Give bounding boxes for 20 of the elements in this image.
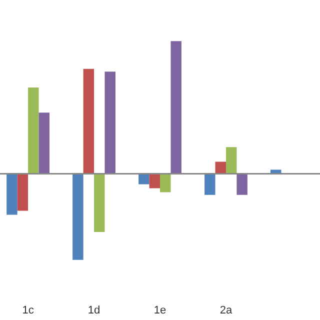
bar: [204, 174, 216, 195]
bar: [38, 112, 50, 174]
x-tick-label: 1d: [88, 304, 100, 316]
bar: [236, 174, 248, 195]
bar: [83, 68, 94, 174]
bar: [160, 174, 171, 192]
bar: [138, 174, 150, 184]
bar: [6, 174, 18, 215]
bar: [17, 174, 28, 211]
x-tick-label: 1e: [154, 304, 166, 316]
bar: [28, 87, 39, 174]
bar: [226, 147, 237, 174]
bar: [149, 174, 160, 188]
bar: [170, 41, 182, 174]
x-tick-label: 2a: [220, 304, 233, 316]
bar: [94, 174, 105, 232]
x-tick-label: 1c: [22, 304, 34, 316]
bar: [215, 162, 226, 174]
bar: [104, 72, 116, 174]
bar: [72, 174, 84, 260]
